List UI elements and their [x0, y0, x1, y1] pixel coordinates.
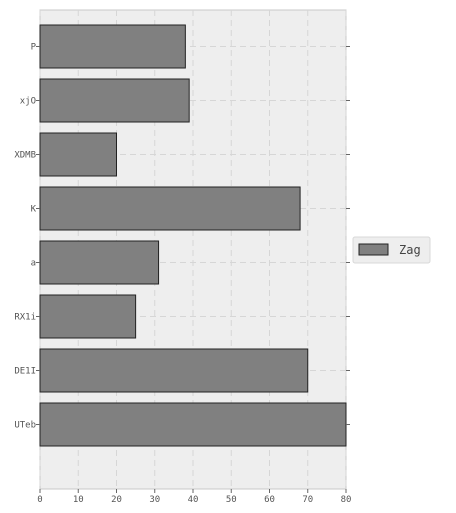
y-tick-label: a: [31, 259, 36, 269]
y-tick-label: XDMB: [14, 151, 36, 161]
bar-RX1i: [39, 294, 137, 339]
y-tick-label: RX1i: [14, 313, 36, 323]
y-tick-label: P: [31, 43, 37, 53]
y-tick-label: UTeb: [14, 421, 36, 431]
x-tick-label: 40: [188, 495, 199, 505]
bar-a: [39, 240, 160, 285]
x-tick-label: 0: [37, 495, 42, 505]
bars: [39, 24, 347, 447]
legend-swatch: [358, 243, 389, 256]
bar-UTeb: [39, 402, 347, 447]
x-tick-label: 30: [149, 495, 160, 505]
bar-DE1I: [39, 348, 309, 393]
bar-XDMB: [39, 132, 117, 177]
x-tick-label: 50: [226, 495, 237, 505]
x-tick-label: 20: [111, 495, 122, 505]
legend-label: Zag: [399, 243, 421, 257]
x-tick-label: 70: [302, 495, 313, 505]
legend: Zag: [352, 236, 431, 264]
bar-K: [39, 186, 301, 231]
x-tick-label: 10: [73, 495, 84, 505]
y-tick-label: xjO: [20, 97, 36, 107]
y-tick-label: K: [31, 205, 37, 215]
bar-P: [39, 24, 186, 69]
y-tick-label: DE1I: [14, 367, 36, 377]
x-tick-label: 80: [341, 495, 352, 505]
x-tick-label: 60: [264, 495, 275, 505]
bar-xjO: [39, 78, 190, 123]
x-axis: 0 10 20 30 40 50 60 70 80: [37, 489, 351, 505]
